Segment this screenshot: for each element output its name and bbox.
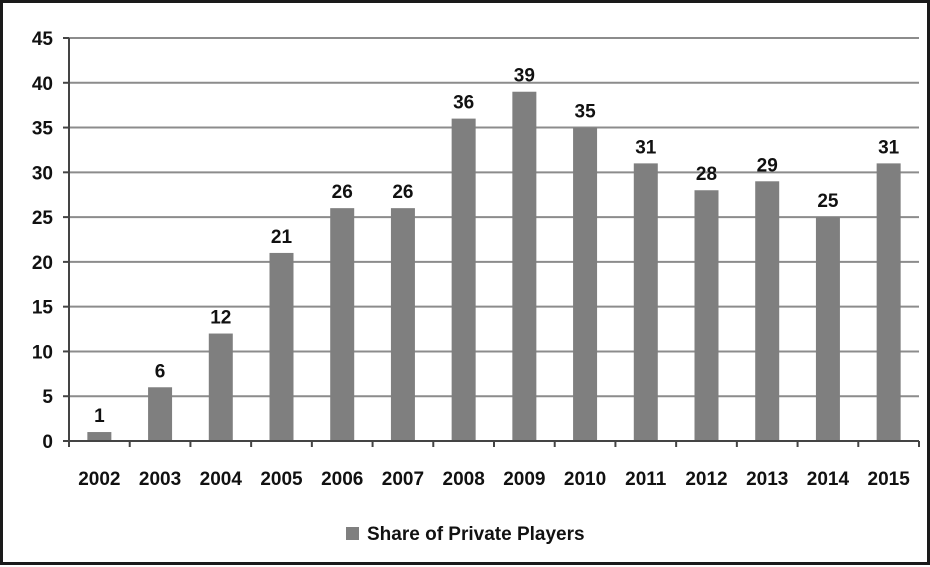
- x-tick-label: 2009: [503, 469, 545, 490]
- y-tick-label: 25: [32, 208, 54, 229]
- data-label-2015: 31: [878, 137, 900, 158]
- tick-labels: 0 5 10 15 20 25 30 35 40 45 2002 2003 2004 2005 2006 20…: [32, 29, 910, 490]
- x-tick-label: 2005: [260, 469, 303, 490]
- y-tick-label: 35: [32, 119, 54, 140]
- y-tick-label: 20: [32, 253, 53, 274]
- data-label-2006: 26: [332, 182, 353, 203]
- bar-2013: [755, 181, 780, 442]
- gridlines: [69, 37, 919, 398]
- bar-chart: 1 6 12 21 26 26 36 39 35 31 28 29 25 31 0 5 10 15 20 25 30 3…: [32, 29, 920, 545]
- y-tick-label: 45: [32, 29, 54, 50]
- bar-2008: [451, 118, 476, 441]
- bar-2004: [208, 333, 233, 441]
- data-label-2009: 39: [514, 66, 535, 87]
- bar-2015: [876, 163, 901, 441]
- y-tick-label: 15: [32, 298, 54, 319]
- bar-2007: [390, 208, 415, 441]
- x-tick-label: 2006: [321, 469, 363, 490]
- axes: [63, 37, 920, 447]
- bar-2014: [815, 217, 840, 441]
- bar-2002: [87, 432, 112, 441]
- data-label-2012: 28: [696, 164, 717, 185]
- y-tick-label: 40: [32, 74, 53, 95]
- legend-label: Share of Private Players: [367, 524, 585, 545]
- x-tick-label: 2014: [807, 469, 850, 490]
- y-tick-label: 0: [42, 432, 53, 453]
- y-tick-label: 10: [32, 342, 53, 363]
- data-label-2013: 29: [757, 155, 778, 176]
- bars: [87, 91, 901, 442]
- x-tick-label: 2008: [443, 469, 485, 490]
- legend-swatch: [346, 527, 359, 540]
- x-tick-label: 2007: [382, 469, 424, 490]
- x-tick-label: 2010: [564, 469, 606, 490]
- bar-2009: [512, 91, 537, 441]
- data-label-2014: 25: [817, 191, 839, 212]
- x-tick-label: 2002: [78, 469, 120, 490]
- y-tick-label: 5: [42, 387, 53, 408]
- data-label-2005: 21: [271, 227, 293, 248]
- x-tick-label: 2015: [868, 469, 911, 490]
- bar-2010: [573, 127, 598, 442]
- bar-2006: [330, 208, 355, 441]
- data-label-2010: 35: [575, 102, 597, 123]
- data-label-2008: 36: [453, 93, 474, 114]
- x-tick-label: 2012: [685, 469, 727, 490]
- data-label-2002: 1: [94, 406, 105, 427]
- data-label-2003: 6: [155, 361, 166, 382]
- x-tick-label: 2011: [625, 469, 667, 490]
- x-tick-label: 2013: [746, 469, 788, 490]
- legend: Share of Private Players: [346, 524, 585, 545]
- data-label-2011: 31: [635, 137, 657, 158]
- bar-2011: [633, 163, 658, 441]
- data-label-2004: 12: [210, 308, 231, 329]
- x-tick-label: 2004: [200, 469, 243, 490]
- y-tick-label: 30: [32, 163, 53, 184]
- x-tick-label: 2003: [139, 469, 181, 490]
- bar-2012: [694, 190, 719, 441]
- data-labels: 1 6 12 21 26 26 36 39 35 31 28 29 25 31: [94, 66, 900, 427]
- bar-2005: [269, 252, 294, 441]
- bar-2003: [148, 387, 173, 441]
- data-label-2007: 26: [392, 182, 413, 203]
